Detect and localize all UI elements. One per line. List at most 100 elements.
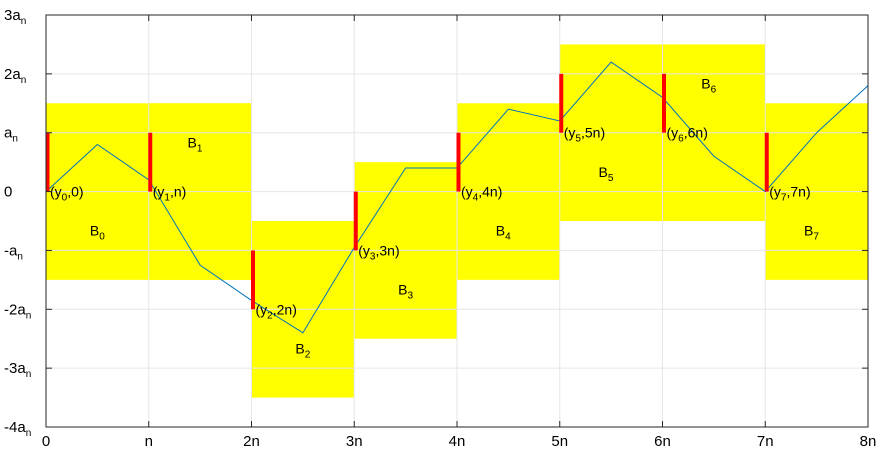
box-label-main: B bbox=[599, 164, 608, 180]
x-tick-label-main: n bbox=[145, 433, 153, 450]
y-tick-label: 3an bbox=[4, 7, 26, 27]
x-tick-label: 2n bbox=[243, 433, 260, 450]
point-label-main: (y bbox=[153, 184, 165, 200]
point-label-tail: ,3n) bbox=[375, 242, 399, 258]
box-label-3: B3 bbox=[398, 282, 413, 302]
point-label-main: (y bbox=[358, 242, 370, 258]
point-label-main: (y bbox=[256, 301, 268, 317]
y-tick-label: an bbox=[4, 125, 18, 145]
point-label-6: (y6,6n) bbox=[667, 125, 708, 145]
x-tick-label: 6n bbox=[654, 433, 671, 450]
box-label-main: B bbox=[90, 223, 99, 239]
point-label-tail: ,4n) bbox=[478, 184, 502, 200]
x-tick-label-main: 5n bbox=[551, 433, 568, 450]
box-label-6: B6 bbox=[701, 76, 716, 96]
point-label-tail: ,7n) bbox=[786, 184, 810, 200]
point-label-main: (y bbox=[461, 184, 473, 200]
x-tick-label: 8n bbox=[860, 433, 877, 450]
y-tick-label: 2an bbox=[4, 66, 26, 86]
point-label-2: (y2,2n) bbox=[256, 301, 297, 321]
y-tick-label-sub: n bbox=[21, 75, 27, 86]
point-label-main: (y bbox=[769, 184, 781, 200]
x-axis-ticks: 0 n 2n 3n 4n 5n 6n 7n 8n bbox=[42, 15, 877, 450]
x-tick-label-main: 2n bbox=[243, 433, 260, 450]
box-label-sub: 0 bbox=[99, 232, 105, 243]
point-label-main: (y bbox=[564, 125, 576, 141]
x-tick-label: 7n bbox=[757, 433, 774, 450]
point-label-sub: 7 bbox=[781, 193, 787, 204]
x-tick-label: 4n bbox=[449, 433, 466, 450]
point-label-3: (y3,3n) bbox=[358, 242, 399, 262]
box-label-sub: 5 bbox=[608, 173, 614, 184]
point-label-tail: ,6n) bbox=[684, 125, 708, 141]
y-tick-label: -an bbox=[4, 242, 23, 262]
box-label-4: B4 bbox=[496, 223, 511, 243]
y-tick-label-main: 2a bbox=[4, 66, 21, 83]
y-tick-label-main: -2a bbox=[4, 301, 26, 318]
y-tick-label-sub: n bbox=[26, 310, 32, 321]
y-tick-label: -2an bbox=[4, 301, 31, 321]
point-label-tail: ,5n) bbox=[581, 125, 605, 141]
x-tick-label-main: 8n bbox=[860, 433, 877, 450]
point-label-1: (y1,n) bbox=[153, 184, 187, 204]
y-tick-label: -3an bbox=[4, 360, 31, 380]
box-label-main: B bbox=[295, 340, 304, 356]
point-label-7: (y7,7n) bbox=[769, 184, 810, 204]
box-label-main: B bbox=[188, 134, 197, 150]
point-label-main: (y bbox=[667, 125, 679, 141]
box-label-2: B2 bbox=[295, 340, 310, 360]
x-tick-label-main: 7n bbox=[757, 433, 774, 450]
y-tick-label-sub: n bbox=[17, 251, 23, 262]
y-tick-label-sub: n bbox=[12, 134, 18, 145]
y-tick-label-main: -a bbox=[4, 242, 18, 259]
box-label-sub: 7 bbox=[813, 232, 819, 243]
y-tick-label-sub: n bbox=[26, 369, 32, 380]
box-label-main: B bbox=[398, 282, 407, 298]
point-label-sub: 6 bbox=[678, 134, 684, 145]
box-label-7: B7 bbox=[804, 223, 819, 243]
box-label-5: B5 bbox=[599, 164, 614, 184]
y-tick-label-main: -3a bbox=[4, 360, 26, 377]
box-label-main: B bbox=[701, 76, 710, 92]
point-label-main: (y bbox=[50, 184, 62, 200]
point-label-sub: 4 bbox=[473, 193, 479, 204]
x-tick-label-main: 0 bbox=[42, 433, 50, 450]
x-tick-label: n bbox=[145, 433, 153, 450]
y-tick-label-main: 3a bbox=[4, 7, 21, 24]
y-tick-label-main: 0 bbox=[4, 184, 12, 201]
point-label-sub: 0 bbox=[62, 193, 68, 204]
point-label-sub: 5 bbox=[575, 134, 581, 145]
y-tick-label-main: -4a bbox=[4, 419, 26, 436]
point-label-tail: ,2n) bbox=[273, 301, 297, 317]
x-tick-label: 5n bbox=[551, 433, 568, 450]
point-label-tail: ,0) bbox=[67, 184, 83, 200]
point-label-4: (y4,4n) bbox=[461, 184, 502, 204]
box-label-sub: 2 bbox=[305, 349, 311, 360]
point-label-sub: 1 bbox=[164, 193, 170, 204]
markers-layer bbox=[45, 73, 769, 310]
box-label-sub: 6 bbox=[711, 85, 717, 96]
y-tick-label-sub: n bbox=[21, 16, 27, 27]
x-tick-label: 0 bbox=[42, 433, 50, 450]
point-label-sub: 3 bbox=[370, 251, 376, 262]
x-tick-label-main: 4n bbox=[449, 433, 466, 450]
box-label-sub: 4 bbox=[505, 232, 511, 243]
box-label-main: B bbox=[804, 223, 813, 239]
y-tick-label: -4an bbox=[4, 419, 31, 439]
box-label-0: B0 bbox=[90, 223, 105, 243]
box-label-sub: 3 bbox=[408, 291, 414, 302]
point-labels-layer: (y0,0) (y1,n)(y2,2n)(y3,3n)(y4,4n)(y5,5n)… bbox=[50, 125, 811, 322]
y-tick-label: 0 bbox=[4, 184, 12, 201]
point-label-5: (y5,5n) bbox=[564, 125, 605, 145]
point-label-tail: ,n) bbox=[170, 184, 186, 200]
y-tick-label-main: a bbox=[4, 125, 13, 142]
y-tick-label-sub: n bbox=[26, 428, 32, 439]
x-tick-label-main: 6n bbox=[654, 433, 671, 450]
point-label-0: (y0,0) bbox=[50, 184, 84, 204]
x-tick-label-main: 3n bbox=[346, 433, 363, 450]
box-label-1: B1 bbox=[188, 134, 203, 154]
point-label-sub: 2 bbox=[267, 310, 273, 321]
